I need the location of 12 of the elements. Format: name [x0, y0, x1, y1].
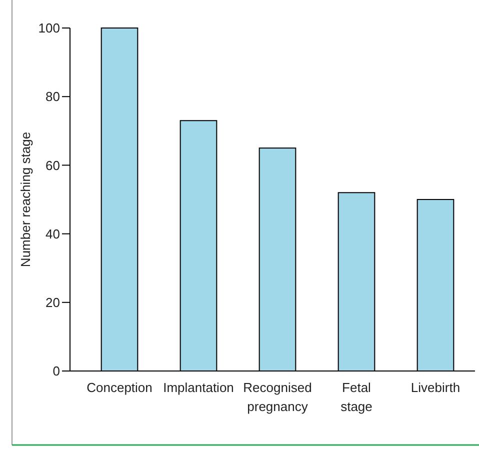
y-tick-label: 60: [46, 158, 60, 173]
x-tick-label: Recognised pregnancy: [243, 380, 312, 414]
x-tick-label: Conception: [86, 380, 152, 395]
y-tick-label: 0: [52, 364, 60, 379]
y-tick-label: 20: [46, 294, 60, 310]
x-tick-label: Implantation: [163, 380, 234, 395]
y-tick-label: 80: [46, 89, 60, 104]
x-tick-label: Fetal stage: [340, 380, 372, 414]
y-tick-label: 100: [38, 20, 60, 36]
y-axis-title: Number reaching stage: [18, 132, 33, 268]
x-tick-label: Livebirth: [410, 380, 460, 395]
y-tick-label: 40: [46, 226, 60, 242]
